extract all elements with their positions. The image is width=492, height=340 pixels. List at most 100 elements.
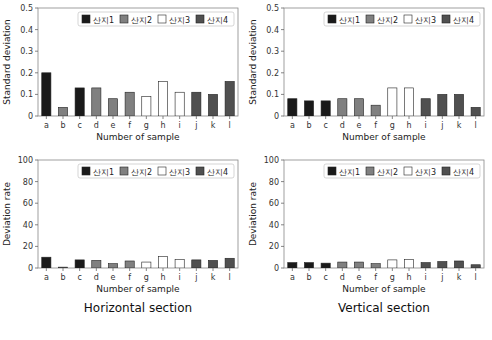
section-label: Vertical section [338, 301, 430, 315]
legend-swatch [366, 15, 374, 23]
x-tick [292, 116, 293, 119]
section-label: Horizontal section [84, 301, 192, 315]
legend-label: 산지1 [339, 16, 360, 25]
bar [388, 260, 397, 268]
bar [354, 262, 363, 268]
y-tick [35, 116, 38, 117]
x-tick-label: j [194, 273, 197, 282]
y-axis-label: Deviation rate [2, 181, 12, 246]
x-axis-label: Number of sample [96, 132, 180, 142]
legend-swatch [328, 15, 336, 23]
x-tick [196, 116, 197, 119]
y-tick-label: 0 [274, 112, 279, 121]
panel: 00.10.20.30.40.5abcdefghijklNumber of sa… [248, 4, 484, 142]
legend-swatch [120, 15, 128, 23]
bar [58, 107, 67, 116]
x-tick-label: g [390, 121, 395, 130]
y-tick-label: 60 [269, 199, 279, 208]
bar [175, 259, 184, 268]
x-tick-label: k [211, 121, 216, 130]
x-tick-label: j [440, 273, 443, 282]
y-tick [281, 94, 284, 95]
y-tick [35, 203, 38, 204]
legend-swatch [120, 167, 128, 175]
x-tick-label: d [94, 121, 99, 130]
bar [75, 260, 84, 268]
x-tick [213, 116, 214, 119]
x-tick-label: f [374, 273, 377, 282]
bar [208, 94, 217, 116]
x-tick [342, 116, 343, 119]
legend-swatch [82, 167, 90, 175]
x-axis-label: Number of sample [342, 132, 426, 142]
x-tick [196, 268, 197, 271]
legend-label: 산지4 [207, 168, 228, 177]
y-tick-label: 100 [264, 156, 279, 165]
x-tick-label: i [425, 273, 427, 282]
y-tick-label: 20 [23, 242, 33, 251]
x-tick-label: f [128, 121, 131, 130]
bar [288, 99, 297, 116]
bar [92, 260, 101, 268]
x-tick-label: h [160, 121, 165, 130]
legend-box [324, 12, 480, 26]
bar [404, 88, 413, 116]
bar [125, 92, 134, 116]
x-tick-label: k [211, 273, 216, 282]
x-tick [325, 268, 326, 271]
x-tick-label: k [457, 273, 462, 282]
x-tick-label: c [323, 121, 327, 130]
x-tick-label: f [374, 121, 377, 130]
bar [108, 264, 117, 268]
bar [225, 81, 234, 116]
x-tick [113, 116, 114, 119]
y-tick-label: 80 [269, 178, 279, 187]
x-tick-label: l [475, 273, 477, 282]
x-tick-label: c [323, 273, 327, 282]
x-tick [292, 268, 293, 271]
legend: 산지1산지2산지3산지4 [78, 12, 234, 26]
y-tick [281, 246, 284, 247]
x-tick-label: c [77, 273, 81, 282]
bar [454, 261, 463, 268]
bar [225, 258, 234, 268]
y-tick-label: 0.1 [266, 90, 279, 99]
x-tick [63, 268, 64, 271]
x-tick-label: l [229, 273, 231, 282]
legend-label: 산지3 [415, 168, 436, 177]
x-tick [96, 116, 97, 119]
y-tick-label: 40 [23, 221, 33, 230]
x-tick [442, 268, 443, 271]
legend-label: 산지2 [131, 168, 152, 177]
x-tick-label: a [44, 273, 49, 282]
x-tick [79, 268, 80, 271]
bar [421, 263, 430, 268]
legend-box [78, 12, 234, 26]
legend-swatch [366, 167, 374, 175]
x-tick-label: a [44, 121, 49, 130]
y-tick [281, 29, 284, 30]
legend: 산지1산지2산지3산지4 [324, 164, 480, 178]
x-tick [409, 116, 410, 119]
y-tick-label: 80 [23, 178, 33, 187]
x-tick-label: b [306, 121, 311, 130]
bar [388, 88, 397, 116]
x-tick-label: k [457, 121, 462, 130]
x-tick-label: d [94, 273, 99, 282]
y-tick-label: 0.5 [20, 4, 33, 13]
bar [338, 99, 347, 116]
legend-label: 산지4 [453, 16, 474, 25]
x-tick [179, 116, 180, 119]
bar [471, 107, 480, 116]
legend-label: 산지2 [377, 168, 398, 177]
bar [404, 259, 413, 268]
x-tick [79, 116, 80, 119]
legend-label: 산지1 [93, 168, 114, 177]
bar [321, 101, 330, 116]
x-tick-label: i [425, 121, 427, 130]
bar [42, 73, 51, 116]
y-tick [35, 246, 38, 247]
plot-frame [38, 160, 238, 268]
x-tick-label: b [60, 121, 65, 130]
y-tick [281, 51, 284, 52]
